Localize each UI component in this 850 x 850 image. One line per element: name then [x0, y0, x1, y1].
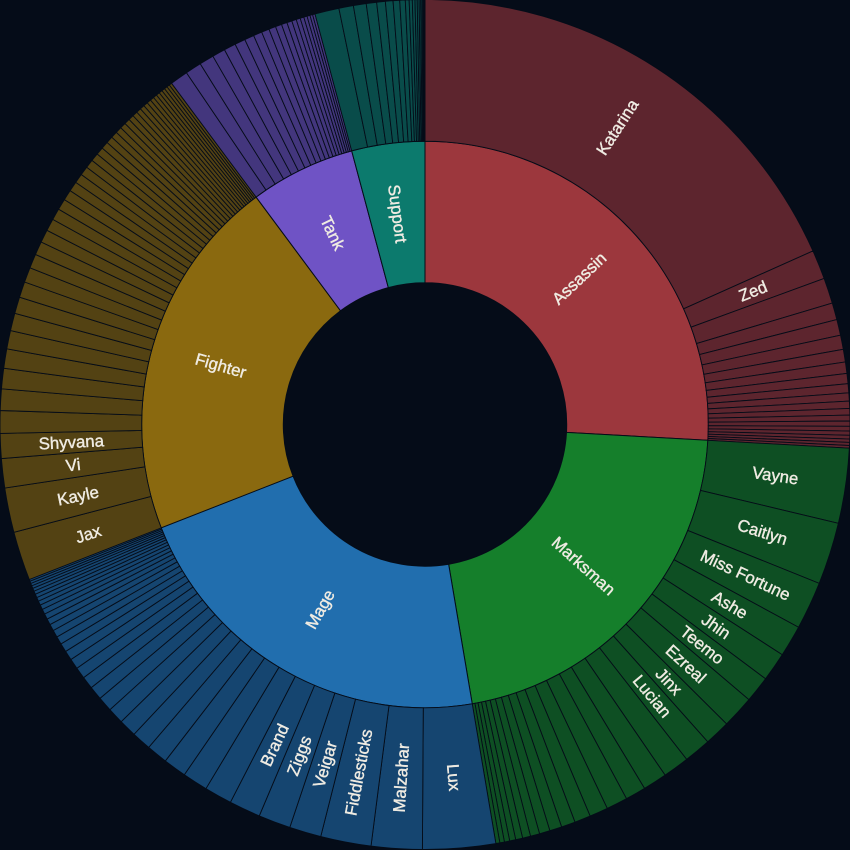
svg-text:Shyvana: Shyvana [38, 431, 105, 453]
svg-text:Malzahar: Malzahar [390, 742, 414, 813]
svg-text:Lux: Lux [443, 763, 464, 792]
svg-text:Vi: Vi [65, 455, 82, 476]
